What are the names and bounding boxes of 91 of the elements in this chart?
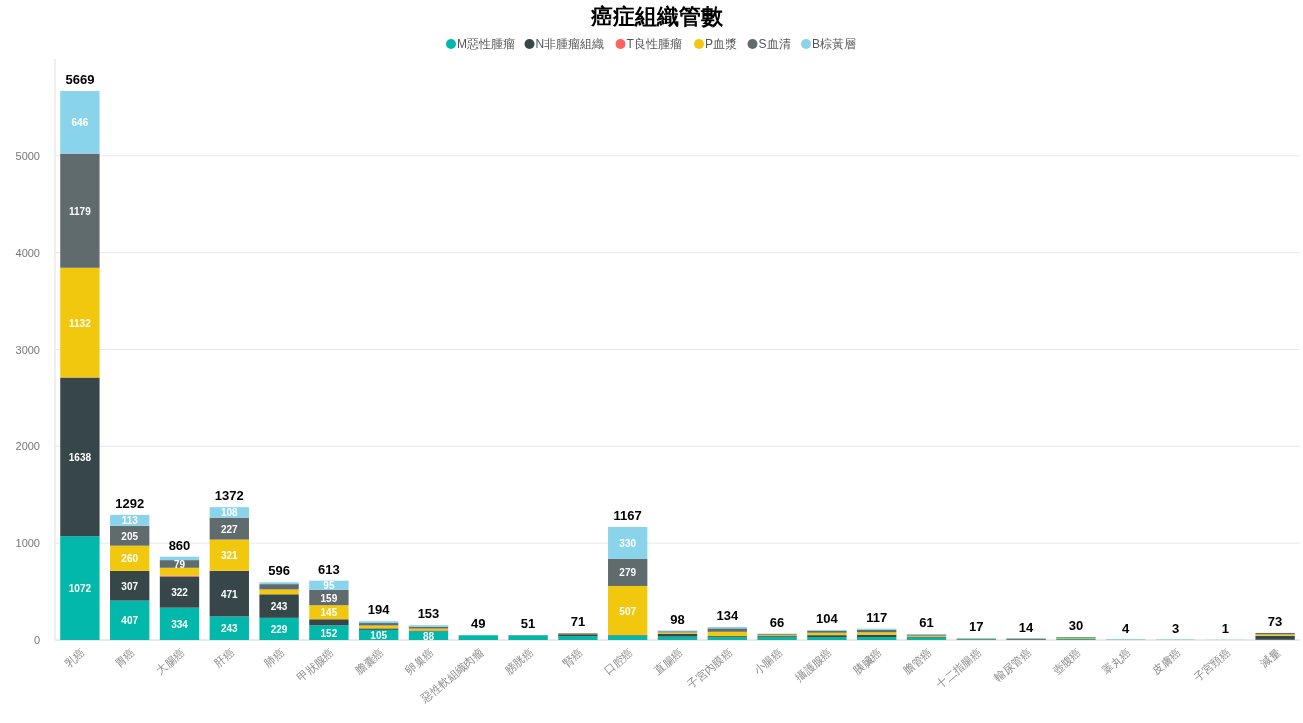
total-label: 73 — [1267, 613, 1283, 629]
data-label: 243 — [270, 601, 288, 613]
data-label: 88 — [422, 630, 435, 642]
x-tick-label: 直腸癌 — [651, 646, 685, 677]
total-label: 860 — [168, 537, 191, 553]
data-label: 322 — [171, 587, 189, 599]
data-label: 229 — [270, 623, 288, 635]
x-tick-label: 腎癌 — [560, 646, 586, 670]
total-label: 4 — [1122, 620, 1131, 636]
total-label: 98 — [670, 611, 685, 627]
legend-label: T良性腫瘤 — [626, 37, 682, 51]
x-tick-label: 肺癌 — [261, 646, 287, 670]
total-label: 613 — [318, 561, 340, 577]
x-tick-label: 膀胱癌 — [502, 646, 536, 677]
total-label: 134 — [716, 608, 739, 624]
data-label: 407 — [121, 615, 139, 627]
data-label: 95 — [323, 580, 335, 592]
x-tick-label: 輸尿管癌 — [991, 646, 1034, 684]
data-label: 321 — [220, 550, 239, 562]
total-label: 1 — [1221, 620, 1229, 636]
total-label: 61 — [919, 615, 934, 631]
total-label: 71 — [570, 614, 586, 630]
legend-label: P血漿 — [705, 37, 738, 51]
x-tick-label: 甲狀腺癌 — [294, 646, 337, 684]
data-label: 1072 — [68, 583, 92, 595]
x-tick-label: 胃癌 — [112, 646, 137, 670]
data-label: 205 — [121, 530, 139, 542]
data-label: 260 — [121, 553, 139, 565]
y-tick-label: 4000 — [15, 246, 40, 259]
data-label: 307 — [121, 580, 139, 592]
x-tick-label: 壺腹癌 — [1050, 646, 1084, 677]
data-label: 646 — [71, 117, 89, 129]
total-label: 3 — [1171, 620, 1180, 636]
total-label: 5669 — [65, 72, 95, 88]
data-label: 243 — [220, 623, 239, 635]
data-label: 334 — [171, 618, 189, 630]
x-tick-label: 肝癌 — [212, 646, 237, 670]
data-label: 113 — [121, 515, 139, 527]
data-label: 1132 — [69, 317, 92, 329]
total-label: 30 — [1068, 618, 1084, 634]
total-label: 66 — [769, 614, 785, 630]
x-tick-label: 小腸癌 — [751, 646, 785, 677]
y-tick-label: 1000 — [15, 537, 40, 550]
data-label: 471 — [220, 588, 239, 600]
x-tick-label: 子宮內膜癌 — [684, 646, 735, 691]
total-label: 14 — [1018, 619, 1035, 635]
legend-label: S血清 — [758, 37, 791, 51]
data-label: 507 — [619, 605, 637, 617]
x-tick-label: 乳癌 — [62, 646, 88, 670]
x-tick-label: 皮膚癌 — [1149, 646, 1183, 677]
total-label: 104 — [816, 610, 839, 626]
data-label: 279 — [619, 567, 637, 579]
chart-title: 癌症組織管數 — [589, 4, 724, 29]
total-label: 1372 — [214, 488, 244, 504]
total-label: 153 — [417, 606, 440, 622]
legend-label: B棕黃層 — [812, 37, 857, 51]
x-tick-label: 睪丸癌 — [1099, 646, 1133, 677]
total-label: 1292 — [115, 495, 145, 511]
data-label: 1179 — [69, 205, 92, 217]
y-tick-label: 5000 — [15, 149, 40, 162]
total-label: 194 — [367, 602, 391, 618]
data-label: 330 — [619, 537, 637, 549]
total-label: 1167 — [613, 508, 642, 523]
x-tick-label: 胰臟癌 — [850, 646, 884, 677]
x-tick-label: 攝護腺癌 — [792, 646, 835, 684]
data-label: 152 — [320, 627, 338, 639]
data-label: 145 — [320, 607, 338, 619]
y-tick-label: 2000 — [15, 440, 40, 453]
x-tick-label: 子宮頸癌 — [1191, 646, 1233, 684]
x-tick-label: 減量 — [1257, 646, 1283, 670]
data-label: 1638 — [68, 451, 92, 463]
x-tick-label: 膽囊癌 — [352, 646, 386, 677]
data-label: 79 — [173, 558, 186, 570]
legend-label: M惡性腫瘤 — [457, 37, 515, 51]
total-label: 49 — [471, 616, 486, 632]
x-tick-label: 卵巢癌 — [402, 646, 436, 677]
total-label: 117 — [866, 609, 888, 625]
legend-label: N非腫瘤組織 — [535, 37, 605, 51]
y-tick-label: 0 — [33, 634, 40, 646]
x-tick-label: 膽管癌 — [900, 646, 934, 677]
data-label: 108 — [220, 507, 239, 519]
x-tick-label: 十二指腸癌 — [933, 646, 984, 691]
y-tick-label: 3000 — [15, 343, 40, 356]
data-label: 227 — [220, 523, 239, 535]
total-label: 596 — [268, 563, 290, 579]
x-tick-label: 大腸癌 — [153, 646, 187, 677]
data-label: 159 — [320, 592, 338, 604]
data-label: 105 — [370, 629, 388, 641]
total-label: 17 — [969, 619, 984, 635]
x-tick-label: 口腔癌 — [601, 646, 635, 677]
total-label: 51 — [520, 616, 536, 632]
